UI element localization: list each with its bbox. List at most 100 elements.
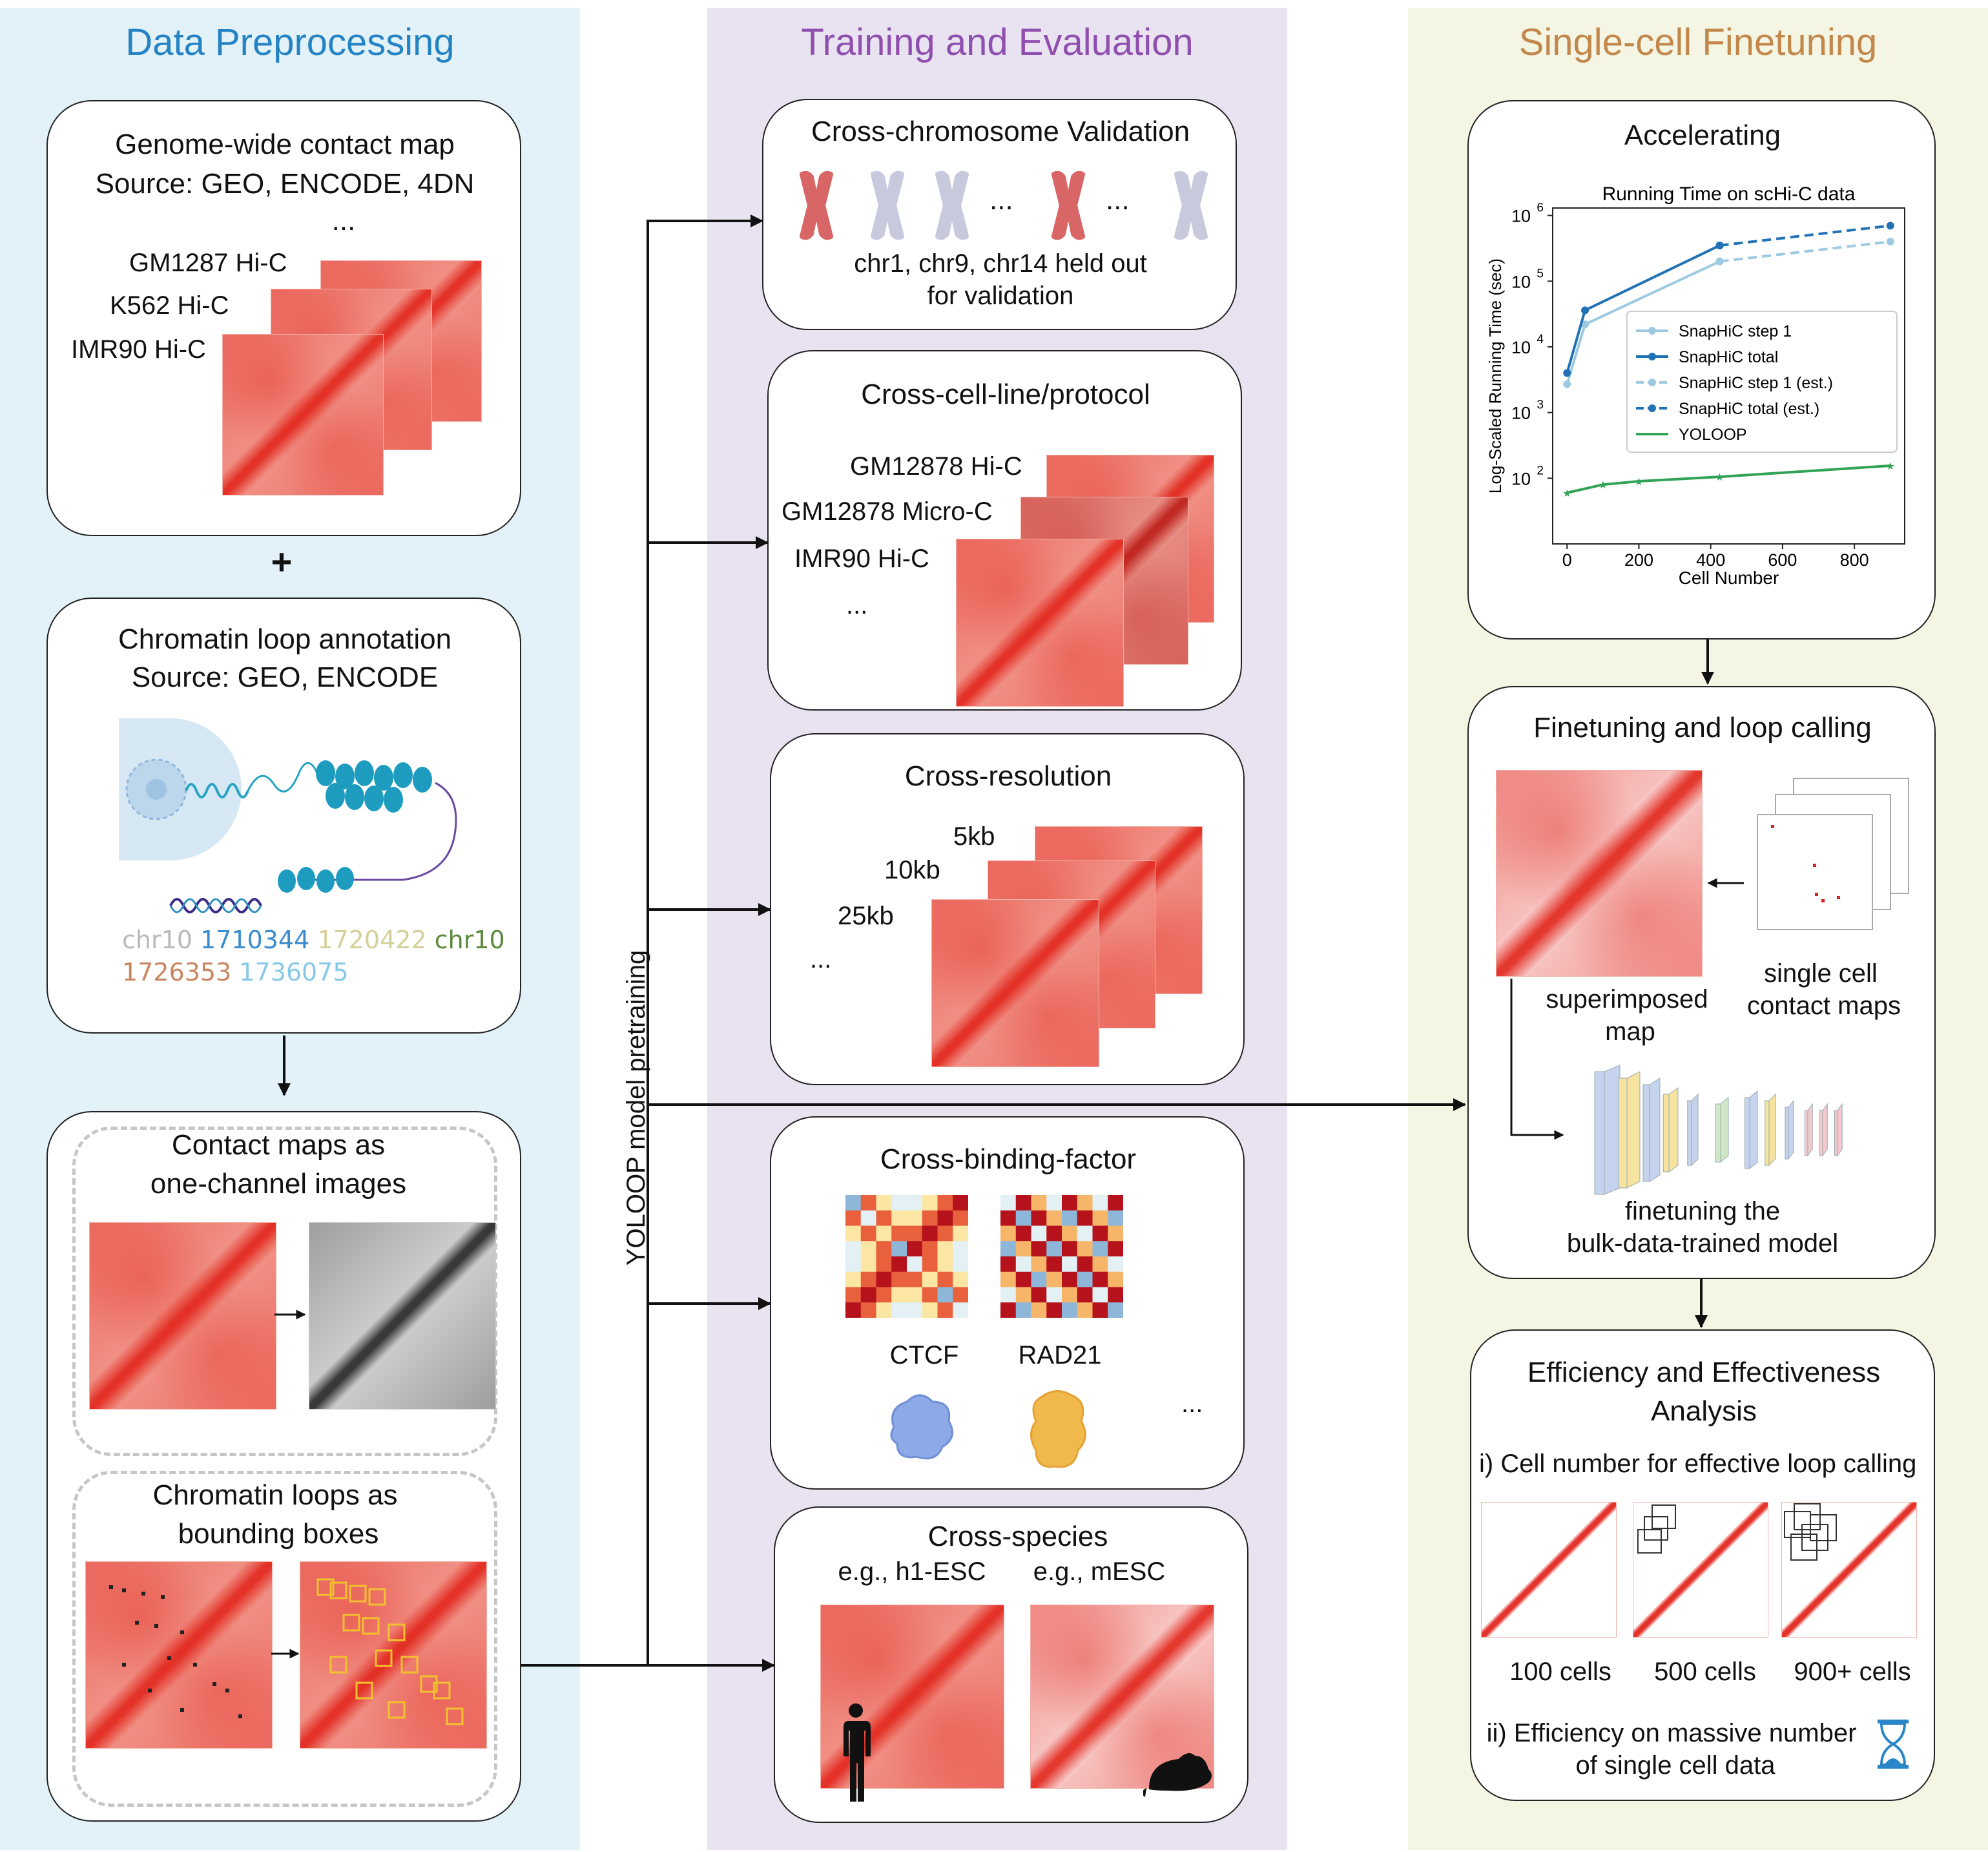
grid-cell	[1000, 1195, 1017, 1211]
grid-cell	[1092, 1302, 1108, 1318]
grid-cell	[1031, 1241, 1047, 1257]
y-axis-label: Log-Scaled Running Time (sec)	[1486, 258, 1505, 494]
grid-cell	[845, 1195, 862, 1211]
data-point	[1563, 369, 1571, 377]
grid-cell	[1015, 1225, 1031, 1242]
training-title: Training and Evaluation	[801, 21, 1194, 63]
grid-cell	[953, 1302, 968, 1318]
y-tick-exponent: 4	[1537, 333, 1544, 346]
grid-cell	[1000, 1225, 1017, 1242]
grid-cell	[1092, 1271, 1108, 1287]
binding-label: RAD21	[1018, 1341, 1102, 1369]
finetune-box: Finetuning and loop calling superimposed…	[1467, 686, 1936, 1279]
grid-cell	[1062, 1225, 1078, 1242]
grid-cell	[845, 1256, 862, 1273]
superimposed-label: superimposed	[1546, 985, 1708, 1014]
grid-cell	[876, 1210, 892, 1226]
loop-dot	[135, 1621, 139, 1625]
species-label: e.g., h1-ESC	[838, 1557, 986, 1586]
token-chrom: chr10	[122, 926, 192, 954]
grid-cell	[1015, 1210, 1031, 1226]
y-tick-exponent: 5	[1537, 267, 1544, 280]
contact-map	[222, 334, 384, 495]
grid-cell	[1000, 1210, 1017, 1226]
loop-bounding-box	[342, 1614, 360, 1632]
grid-cell	[1108, 1287, 1123, 1303]
grid-cell	[1015, 1287, 1031, 1303]
grid-cell	[891, 1241, 907, 1257]
grayscale-map	[309, 1222, 496, 1410]
grid-cell	[1062, 1271, 1078, 1287]
loop-bounding-box	[420, 1675, 438, 1693]
species-label: e.g., mESC	[1033, 1557, 1166, 1586]
grid-cell	[860, 1256, 876, 1273]
grid-cell	[953, 1287, 968, 1303]
x-tick-label: 400	[1696, 550, 1725, 570]
grid-cell	[937, 1271, 953, 1287]
superimposed-label2: map	[1605, 1017, 1655, 1046]
loop-bounding-box	[446, 1707, 464, 1725]
cell-count-label: 900+ cells	[1794, 1658, 1911, 1686]
network-layer-face	[1834, 1110, 1838, 1156]
network-layer-face	[1715, 1103, 1721, 1163]
chromosome-icon	[871, 171, 904, 240]
image-representation-box: Contact maps as one-channel images Chrom…	[47, 1111, 521, 1822]
contact-dot	[1771, 825, 1774, 828]
grid-cell	[1046, 1225, 1062, 1242]
efficiency-title: Efficiency and Effectiveness	[1527, 1357, 1881, 1388]
binding-label: CTCF	[889, 1341, 959, 1369]
network-layer-face	[1765, 1100, 1770, 1166]
data-point: ★	[1562, 488, 1571, 499]
resolution-ellipsis: ...	[810, 945, 832, 973]
data-point	[1563, 380, 1571, 388]
cross-species-title: Cross-species	[927, 1521, 1108, 1552]
data-point: ★	[1634, 477, 1643, 488]
superimposed-map	[1496, 770, 1703, 977]
grid-cell	[876, 1287, 892, 1303]
resolution-label: 25kb	[838, 902, 894, 930]
cross-resolution-box: Cross-resolution 5kb 10kb 25kb ...	[770, 733, 1245, 1085]
contact-map	[931, 899, 1099, 1067]
grid-cell	[1000, 1271, 1017, 1287]
efficiency-item2b: of single cell data	[1575, 1751, 1776, 1780]
network-layer-face	[1745, 1097, 1750, 1169]
loop-annotation-tokens: chr10 1710344 1720422 chr10	[122, 926, 505, 955]
loop-annotation-box: Chromatin loop annotation Source: GEO, E…	[47, 598, 521, 1034]
y-tick-label: 10	[1511, 207, 1531, 226]
network-diagram	[1594, 1065, 1843, 1195]
grid-cell	[953, 1271, 968, 1287]
hourglass-icon	[1878, 1720, 1909, 1769]
grid-cell	[907, 1195, 923, 1211]
legend-label: SnapHiC total	[1679, 348, 1778, 366]
cell-count-label: 500 cells	[1654, 1658, 1756, 1686]
grid-cell	[1015, 1195, 1031, 1211]
network-layer-face	[1785, 1107, 1789, 1160]
grid-cell	[860, 1210, 876, 1226]
network-layer-face	[1687, 1100, 1692, 1166]
y-tick-exponent: 6	[1537, 202, 1544, 215]
loop-bounding-box	[362, 1617, 380, 1635]
contact-map	[89, 1222, 276, 1410]
data-point	[1581, 306, 1589, 315]
grid-cell	[1062, 1210, 1078, 1226]
x-tick-label: 800	[1840, 550, 1869, 570]
single-cell-map	[1757, 814, 1873, 930]
loop-dot	[180, 1708, 184, 1712]
cell-map-500	[1633, 1502, 1768, 1638]
resolution-label: 5kb	[953, 822, 995, 851]
cell-label: IMR90 Hi-C	[794, 545, 929, 573]
grid-cell	[891, 1287, 907, 1303]
grid-cell	[1108, 1195, 1123, 1211]
x-tick-label: 600	[1768, 550, 1797, 570]
loop-bounding-box	[329, 1656, 347, 1674]
loop-dot	[225, 1689, 229, 1692]
grid-cell	[953, 1195, 968, 1211]
preprocessing-title: Data Preprocessing	[125, 21, 455, 63]
grid-cell	[907, 1210, 923, 1226]
cell-ellipsis: ...	[846, 591, 868, 619]
rad21-pattern	[1000, 1195, 1123, 1318]
binding-ellipsis: ...	[1181, 1389, 1203, 1418]
loop-bounding-box	[388, 1701, 406, 1719]
grid-cell	[876, 1195, 892, 1211]
